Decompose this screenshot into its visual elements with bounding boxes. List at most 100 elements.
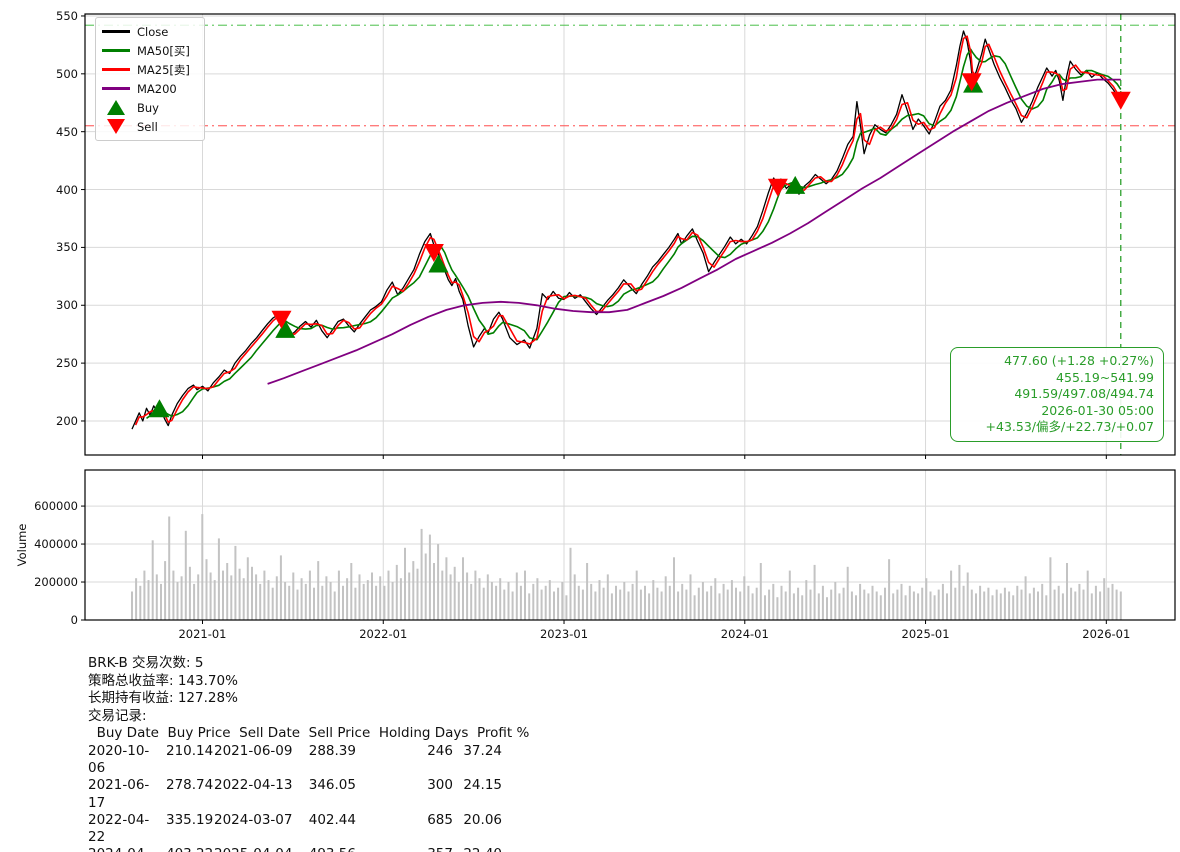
trade-cell: 346.05 [308,777,356,794]
volume-bar [420,528,423,620]
volume-bar [755,587,758,620]
volume-bar [553,591,555,620]
volume-bar [453,566,456,620]
volume-bar [507,582,510,620]
volume-bar [1066,563,1068,620]
volume-bar [838,593,841,620]
volume-bar [764,595,766,620]
volume-bar [565,595,568,620]
volume-bar [404,547,406,620]
trade-cell: 37.24 [463,742,502,759]
volume-bar [213,580,216,620]
volume-bar [788,570,791,620]
trade-cell: 403.22 [166,846,213,852]
volume-bar [391,582,394,620]
volume-bar [821,585,824,620]
sell-marker [271,310,292,329]
volume-bar [478,578,481,620]
trade-row: 2020-10-06 210.14 2021-06-09 288.39 246 37.24 [88,743,529,777]
volume-bar [561,582,564,620]
volume-bar [362,583,365,620]
volume-bar [251,566,253,620]
volume-bar [1082,589,1085,620]
volume-bar [379,576,382,620]
volume-bar [888,559,891,620]
info-box-line: 2026-01-30 05:00 [1041,402,1154,418]
strategy-stats-block: BRK-B 交易次数: 5 策略总收益率: 143.70% 长期持有收益: 12… [88,655,529,852]
volume-bar [718,593,721,620]
volume-bar [863,589,866,620]
volume-bar [962,585,965,620]
info-box-line: 455.19~541.99 [1056,369,1154,385]
volume-bar [780,585,783,620]
volume-bar [532,583,535,620]
price-axis-tick: 250 [56,356,78,371]
volume-bar [776,597,779,620]
price-axis-tick: 350 [56,240,78,255]
volume-bar [859,583,862,620]
legend-label: MA200 [137,81,177,96]
date-axis-tick: 2026-01 [1082,627,1131,641]
volume-bar [656,587,659,620]
trade-cell: 2024-04-12 [88,846,166,852]
volume-bar [230,575,233,620]
legend-label: Buy [137,100,159,115]
volume-bar [300,578,303,620]
volume-bar [321,585,324,620]
volume-bar [768,589,771,620]
date-axis-tick: 2021-01 [178,627,227,641]
legend-item-buy: Buy [102,98,198,117]
volume-bar [188,566,191,620]
legend-line-swatch [102,49,130,52]
volume-bar [1057,585,1060,620]
volume-bar [515,572,518,620]
volume-bar [730,580,733,620]
volume-bar [995,589,998,620]
volume-bar [342,585,344,620]
volume-bar [619,589,622,620]
trade-row: 2021-06-17 278.74 2022-04-13 346.05 300 24.15 [88,777,529,811]
trade-cell: 300 [427,777,453,794]
volume-bar [155,574,158,620]
buy-marker [785,175,806,194]
legend-label: Close [137,24,169,39]
volume-bar [197,574,200,620]
volume-bar [168,516,171,620]
volume-bar [850,591,853,620]
volume-bar [317,561,320,620]
volume-bar [424,553,427,620]
volume-bar [879,595,882,620]
volume-bar [966,572,969,620]
volume-bar [1061,593,1064,620]
info-box-line: 477.60 (+1.28 +0.27%) [1004,353,1154,368]
trade-cell: 2021-06-17 [88,777,150,811]
volume-bar [284,582,287,620]
volume-bar [615,585,617,620]
volume-bar [904,595,907,620]
volume-bar [743,576,746,620]
volume-plot-frame [84,469,1176,621]
price-plot-frame [84,13,1176,456]
volume-bar [834,582,837,620]
volume-bar [892,593,895,620]
volume-bar [817,593,820,620]
volume-bar [395,564,398,620]
price-axis-tick: 550 [56,8,78,23]
volume-bar [548,580,551,620]
volume-bar [635,570,638,620]
volume-bar [689,574,692,620]
volume-bar [412,561,415,620]
volume-bar [383,585,386,620]
volume-bar [946,593,948,620]
volume-bar [871,585,874,620]
volume-bar [792,593,795,620]
volume-bar [503,589,506,620]
volume-bar [606,574,609,620]
volume-bar [399,578,402,620]
volume-bar [1045,595,1048,620]
trade-table-header: Buy Date Buy Price Sell Date Sell Price … [88,725,530,742]
volume-bar [486,574,489,620]
volume-bar [172,570,175,620]
volume-bar [333,591,336,620]
volume-axis-tick: 400000 [34,537,78,552]
